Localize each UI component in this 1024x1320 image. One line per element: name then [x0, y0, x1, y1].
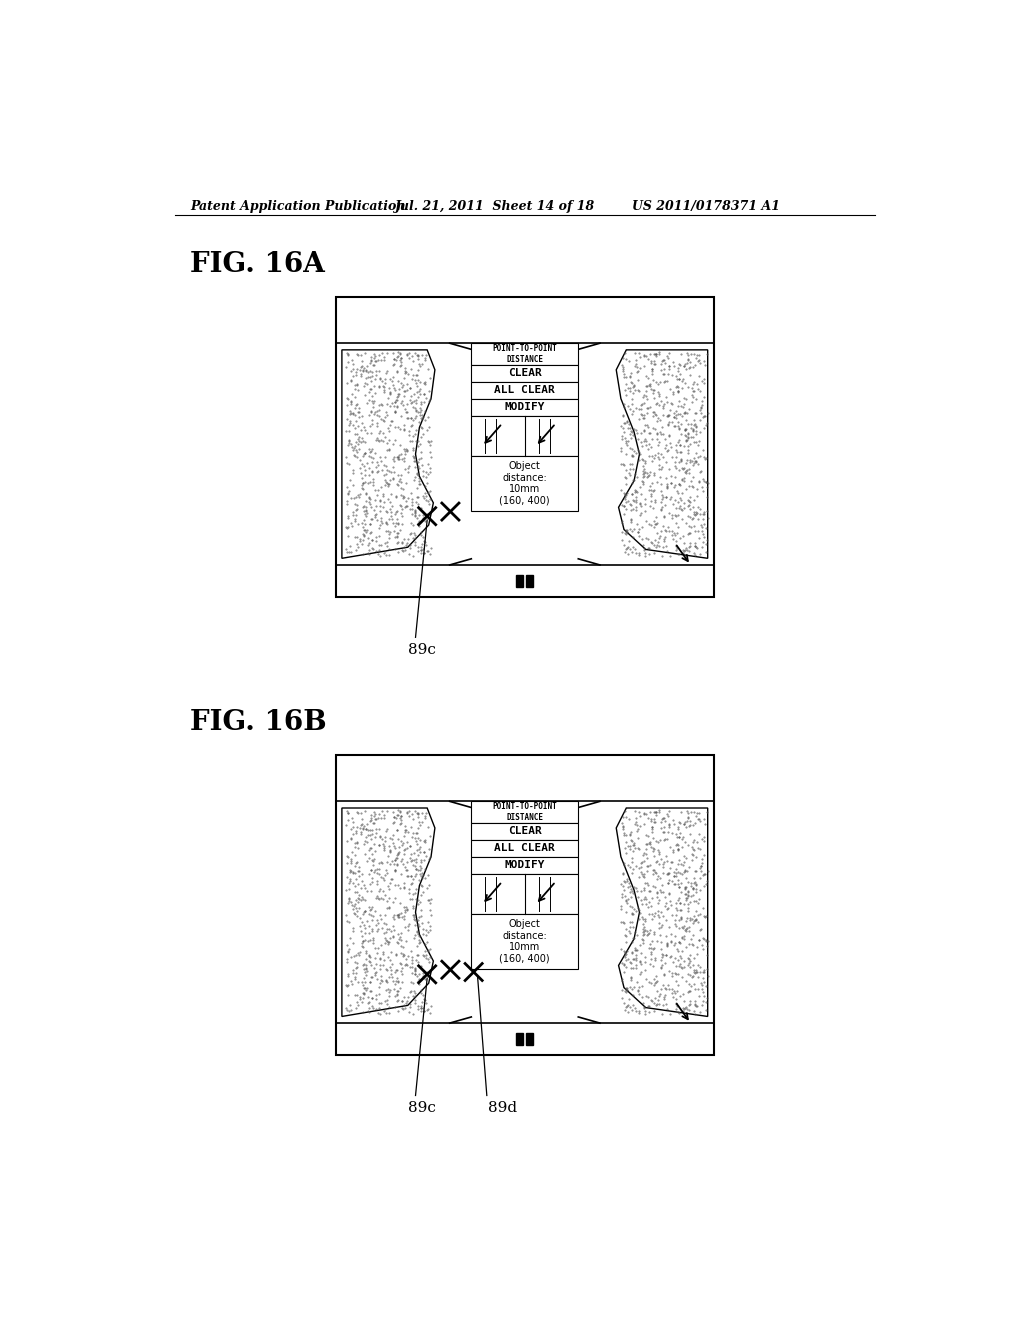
Text: ALL CLEAR: ALL CLEAR	[495, 385, 555, 395]
Bar	[471, 874, 579, 913]
Bar	[516, 576, 523, 587]
Text: CLEAR: CLEAR	[508, 826, 542, 837]
Bar	[471, 840, 579, 857]
Text: Patent Application Publication: Patent Application Publication	[190, 199, 406, 213]
Bar	[471, 913, 579, 969]
Text: Jul. 21, 2011  Sheet 14 of 18: Jul. 21, 2011 Sheet 14 of 18	[395, 199, 596, 213]
Text: FIG. 16A: FIG. 16A	[190, 251, 325, 277]
Text: Object
distance:
10mm
(160, 400): Object distance: 10mm (160, 400)	[500, 919, 550, 964]
Bar	[471, 801, 579, 822]
Bar	[336, 755, 714, 1056]
Bar	[471, 416, 579, 455]
Text: Object
distance:
10mm
(160, 400): Object distance: 10mm (160, 400)	[500, 461, 550, 506]
Text: POINT-TO-POINT
DISTANCE: POINT-TO-POINT DISTANCE	[493, 803, 557, 822]
Text: POINT-TO-POINT
DISTANCE: POINT-TO-POINT DISTANCE	[493, 345, 557, 364]
Polygon shape	[342, 808, 435, 1016]
Bar	[471, 381, 579, 399]
Polygon shape	[342, 350, 435, 558]
Text: MODIFY: MODIFY	[505, 403, 545, 412]
Text: CLEAR: CLEAR	[508, 368, 542, 379]
Text: ALL CLEAR: ALL CLEAR	[495, 843, 555, 853]
Bar	[336, 297, 714, 598]
Bar	[471, 455, 579, 511]
Bar	[526, 576, 534, 587]
Text: 89d: 89d	[488, 1101, 517, 1115]
Text: FIG. 16B: FIG. 16B	[190, 709, 327, 737]
Bar	[516, 1034, 523, 1045]
Bar	[471, 364, 579, 381]
Text: US 2011/0178371 A1: US 2011/0178371 A1	[632, 199, 779, 213]
Polygon shape	[616, 350, 708, 558]
Bar	[471, 822, 579, 840]
Text: MODIFY: MODIFY	[505, 861, 545, 870]
Bar	[526, 1034, 534, 1045]
Text: 89c: 89c	[408, 643, 435, 656]
Bar	[471, 343, 579, 364]
Text: 89c: 89c	[408, 1101, 435, 1115]
Bar	[471, 399, 579, 416]
Polygon shape	[616, 808, 708, 1016]
Bar	[471, 857, 579, 874]
